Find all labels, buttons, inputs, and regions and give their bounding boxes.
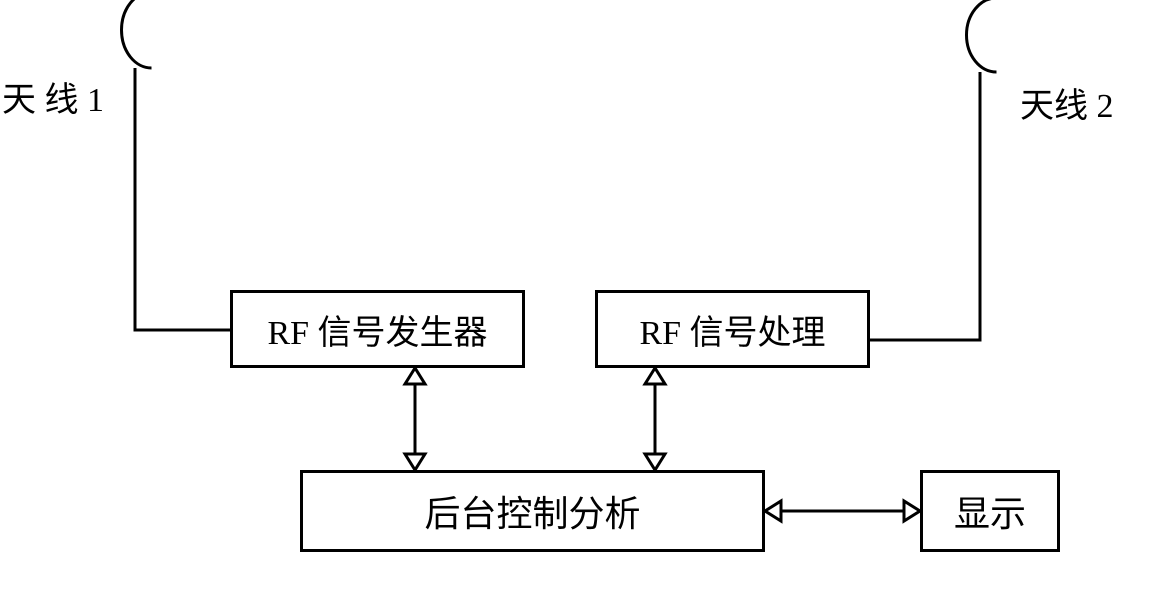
controller-box: 后台控制分析	[300, 470, 765, 552]
antenna1-wire	[135, 68, 230, 330]
rf-processor-label: RF 信号处理	[639, 305, 825, 354]
arrow-proc-ctrl	[645, 368, 665, 470]
antenna2-label: 天线 2	[1020, 78, 1114, 127]
display-label: 显示	[954, 485, 1026, 537]
arrow-ctrl-disp	[765, 501, 920, 521]
controller-label: 后台控制分析	[424, 485, 640, 537]
diagram-canvas: 天 线 1 天线 2 RF 信号发生器 RF 信号处理 后台控制分析 显示	[0, 0, 1150, 592]
arrow-gen-ctrl	[405, 368, 425, 470]
antenna2-wire	[870, 72, 980, 340]
antenna2-arc	[967, 0, 997, 72]
antenna1-arc	[122, 0, 152, 68]
rf-processor-box: RF 信号处理	[595, 290, 870, 368]
rf-generator-label: RF 信号发生器	[267, 305, 487, 354]
display-box: 显示	[920, 470, 1060, 552]
antenna1-label: 天 线 1	[2, 72, 104, 121]
rf-generator-box: RF 信号发生器	[230, 290, 525, 368]
